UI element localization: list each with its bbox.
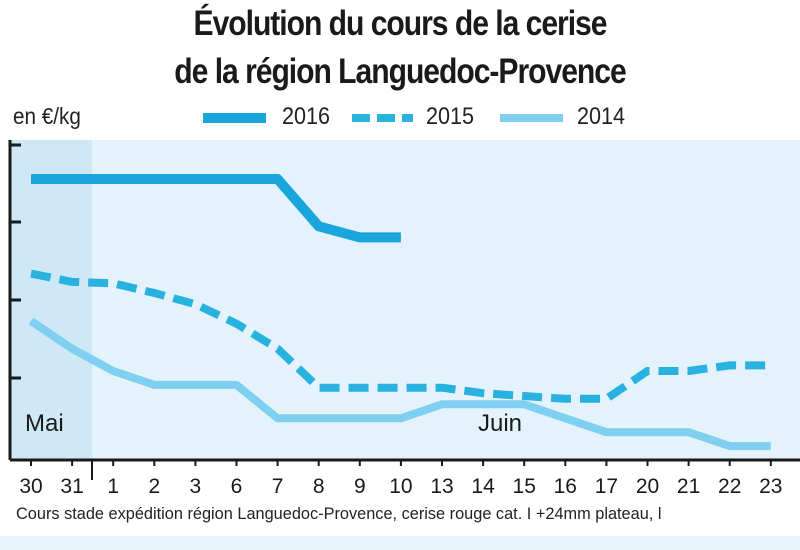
x-tick-label-30: 30 — [19, 475, 42, 498]
x-tick-label-15: 15 — [513, 475, 536, 498]
x-tick-label-1: 1 — [107, 475, 119, 498]
legend-label-2016: 2016 — [282, 103, 331, 130]
x-tick-label-10: 10 — [389, 475, 412, 498]
x-tick-label-6: 6 — [231, 475, 243, 498]
x-tick-label-14: 14 — [471, 475, 495, 498]
x-tick-label-9: 9 — [354, 475, 366, 498]
bottom-band — [0, 536, 800, 550]
chart-title: Évolution du cours de la cerise — [193, 4, 608, 43]
series-line-2015 — [30, 269, 771, 403]
series-line-2016 — [31, 174, 401, 243]
legend-label-2015: 2015 — [426, 103, 475, 130]
x-tick-label-16: 16 — [554, 475, 577, 498]
y-axis-unit-label: en €/kg — [13, 103, 81, 129]
x-tick-label-13: 13 — [430, 475, 453, 498]
plot-background — [10, 140, 800, 460]
mai-band — [10, 140, 92, 460]
x-tick-label-23: 23 — [759, 475, 782, 498]
month-label-mai: Mai — [25, 410, 64, 437]
x-tick-label-7: 7 — [272, 475, 284, 498]
x-tick-label-3: 3 — [190, 475, 202, 498]
x-tick-label-22: 22 — [718, 475, 741, 498]
x-tick-label-20: 20 — [636, 475, 659, 498]
x-tick-label-8: 8 — [313, 475, 325, 498]
x-tick-label-17: 17 — [595, 475, 618, 498]
chart-subtitle: de la région Languedoc-Provence — [174, 52, 626, 91]
x-tick-label-31: 31 — [60, 475, 83, 498]
month-label-juin: Juin — [478, 410, 522, 437]
x-tick-label-21: 21 — [677, 475, 700, 498]
chart-footnote: Cours stade expédition région Languedoc-… — [16, 504, 662, 523]
x-tick-label-2: 2 — [148, 475, 160, 498]
series-line-2014 — [28, 317, 771, 451]
legend-label-2014: 2014 — [577, 103, 626, 130]
